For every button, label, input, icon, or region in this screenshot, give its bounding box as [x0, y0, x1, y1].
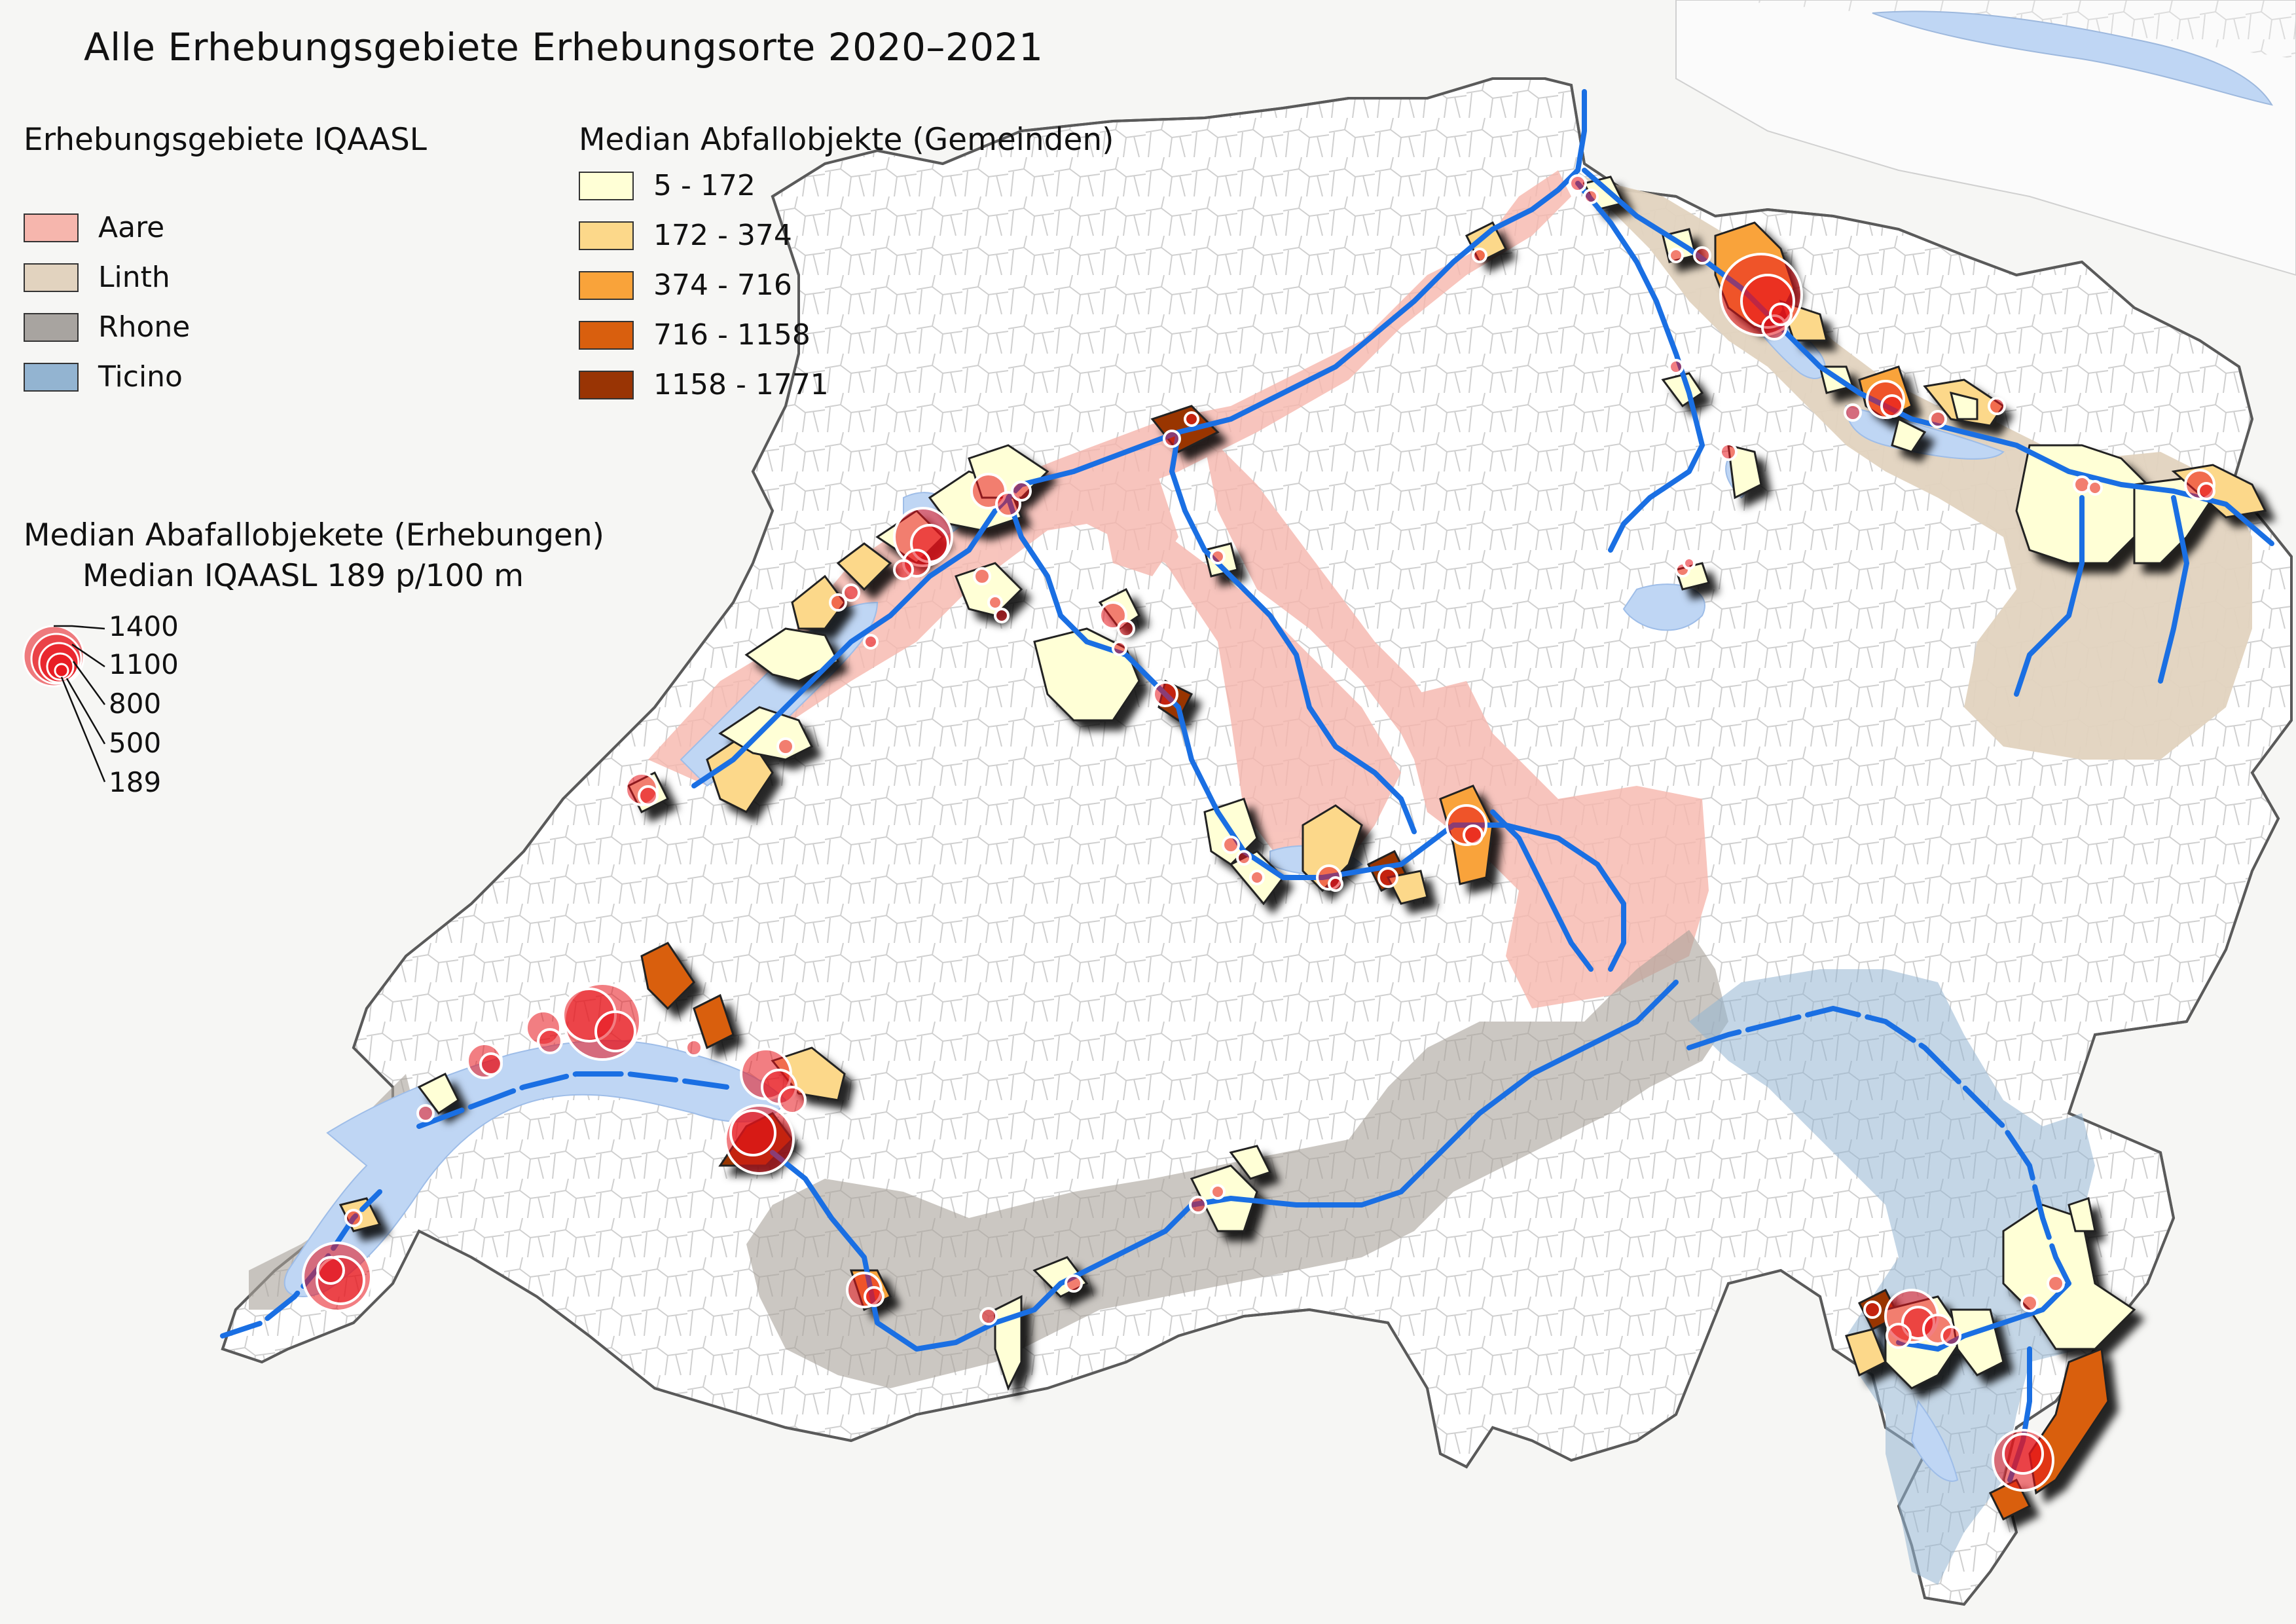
bubble-label-800: 800	[109, 688, 162, 720]
class-1-swatch	[579, 171, 634, 200]
bubble-size-legend	[22, 625, 106, 783]
legend-item-rhone: Rhone	[24, 310, 190, 344]
bubble-label-500: 500	[109, 727, 162, 759]
ticino-swatch	[24, 362, 79, 392]
class-2-swatch	[579, 221, 634, 250]
legend-surveys-subheading: Median IQAASL 189 p/100 m	[82, 558, 524, 594]
legend-label: 172 - 374	[653, 219, 792, 252]
aare-region	[648, 170, 1709, 1008]
legend-item-ticino: Ticino	[24, 360, 183, 394]
legend-regions-heading: Erhebungsgebiete IQAASL	[24, 122, 427, 158]
legend-label: Linth	[98, 261, 170, 294]
lake-constance	[1872, 10, 2274, 106]
class-5-swatch	[579, 370, 634, 399]
bubble-label-1400: 1400	[109, 610, 179, 642]
legend-municipalities-heading: Median Abfallobjekte (Gemeinden)	[579, 122, 1114, 158]
legend-label: 1158 - 1771	[653, 368, 829, 401]
class-3-swatch	[579, 270, 634, 300]
legend-label: 5 - 172	[653, 169, 756, 202]
legend-item-class-5: 1158 - 1771	[579, 368, 829, 401]
survey-points	[302, 174, 2215, 1492]
legend-surveys-heading: Median Abafallobjekete (Erhebungen)	[24, 517, 604, 553]
legend-item-class-4: 716 - 1158	[579, 318, 811, 352]
bubble-label-189: 189	[109, 766, 162, 798]
legend-label: Rhone	[98, 310, 191, 344]
lake-lugano	[1910, 1399, 1959, 1482]
legend-label: Aare	[98, 211, 165, 244]
legend-label: 716 - 1158	[653, 318, 811, 352]
rhone-swatch	[24, 312, 79, 342]
legend-label: 374 - 716	[653, 268, 792, 302]
legend-item-aare: Aare	[24, 211, 164, 244]
legend-item-class-1: 5 - 172	[579, 169, 756, 202]
bubble-label-1100: 1100	[109, 648, 179, 680]
legend-label: Ticino	[98, 360, 183, 394]
class-4-swatch	[579, 320, 634, 350]
legend-item-class-3: 374 - 716	[579, 268, 792, 302]
map-title: Alle Erhebungsgebiete Erhebungsorte 2020…	[84, 25, 1044, 69]
lake-lucerne	[1622, 583, 1705, 631]
linth-swatch	[24, 263, 79, 292]
aare-swatch	[24, 213, 79, 242]
legend-item-class-2: 172 - 374	[579, 219, 792, 252]
legend-item-linth: Linth	[24, 261, 170, 294]
